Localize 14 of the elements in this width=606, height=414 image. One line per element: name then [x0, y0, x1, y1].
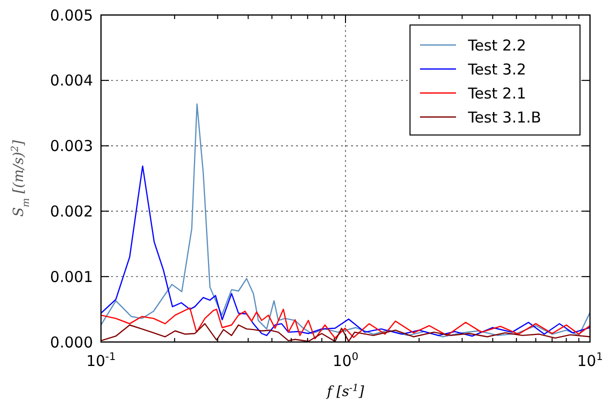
x-axis-title: f [s$^{-1}$]	[326, 382, 365, 400]
legend-label: Test 3.1.B	[467, 108, 542, 126]
legend-label: Test 3.2	[467, 60, 526, 78]
y-tick-label: 0.000	[50, 333, 93, 352]
x-tick-label: 10$^{1}$	[577, 351, 603, 370]
y-tick-label: 0.003	[50, 137, 93, 156]
legend-label: Test 2.2	[467, 36, 526, 54]
y-tick-label: 0.005	[50, 6, 93, 24]
y-tick-label: 0.002	[50, 202, 93, 220]
x-tick-label: 10$^{-1}$	[86, 351, 116, 370]
x-tick-label: 10$^{0}$	[332, 351, 358, 370]
y-tick-label: 0.001	[50, 268, 93, 286]
legend-label: Test 2.1	[467, 84, 526, 102]
y-tick-label: 0.004	[50, 72, 93, 90]
